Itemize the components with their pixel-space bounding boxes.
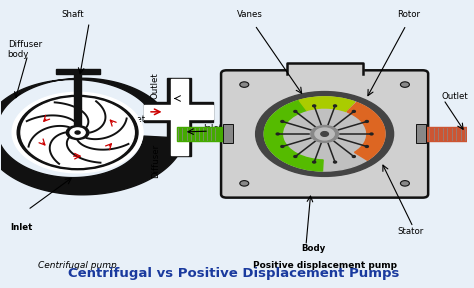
Text: Rotor: Rotor [397,10,420,19]
Circle shape [276,133,279,135]
Wedge shape [299,97,355,111]
Text: Outlet: Outlet [441,92,468,101]
Circle shape [13,93,142,172]
Text: Shaft: Shaft [62,10,84,19]
Circle shape [240,82,249,87]
Circle shape [294,156,297,158]
Text: Centrifugal pump: Centrifugal pump [38,261,117,270]
Circle shape [352,156,356,158]
Circle shape [321,132,328,136]
Circle shape [21,98,134,167]
Bar [419,127,472,141]
Circle shape [334,161,337,163]
Wedge shape [264,100,323,171]
Circle shape [240,181,249,186]
Circle shape [313,105,316,107]
Polygon shape [55,69,100,74]
Circle shape [401,181,410,186]
Text: Inlet: Inlet [127,115,146,124]
Polygon shape [144,105,213,119]
Circle shape [313,161,316,163]
Polygon shape [167,78,191,156]
Circle shape [70,128,85,137]
Text: Diffuser
body: Diffuser body [8,40,42,59]
Circle shape [75,131,80,134]
Text: Outlet: Outlet [151,72,160,98]
Polygon shape [472,127,474,141]
Circle shape [315,128,334,140]
Wedge shape [347,103,385,160]
Text: Centrifugal vs Positive Displacement Pumps: Centrifugal vs Positive Displacement Pum… [68,267,400,280]
Circle shape [370,133,373,135]
Polygon shape [74,73,82,130]
Bar [223,124,233,143]
Text: Positive displacement pump: Positive displacement pump [253,261,397,270]
Circle shape [311,126,338,143]
Circle shape [66,126,89,139]
Circle shape [294,111,297,112]
Circle shape [17,95,138,170]
Bar [177,127,231,141]
Text: Stator: Stator [398,227,424,236]
Circle shape [334,105,337,107]
FancyBboxPatch shape [221,70,428,198]
Text: Inlet: Inlet [203,124,223,133]
Circle shape [12,92,143,173]
Circle shape [264,97,385,171]
Polygon shape [287,63,363,75]
Text: Diffuser: Diffuser [151,144,160,178]
Polygon shape [171,79,188,155]
Text: Body: Body [301,244,325,253]
Text: Inlet: Inlet [10,223,33,232]
Bar [416,124,426,143]
Circle shape [352,111,356,112]
Circle shape [401,82,410,87]
Text: Vanes: Vanes [237,10,263,19]
Circle shape [365,145,368,147]
Polygon shape [0,78,185,195]
Polygon shape [144,102,213,122]
Circle shape [281,145,284,147]
Circle shape [365,120,368,122]
Circle shape [281,120,284,122]
Circle shape [255,92,393,176]
